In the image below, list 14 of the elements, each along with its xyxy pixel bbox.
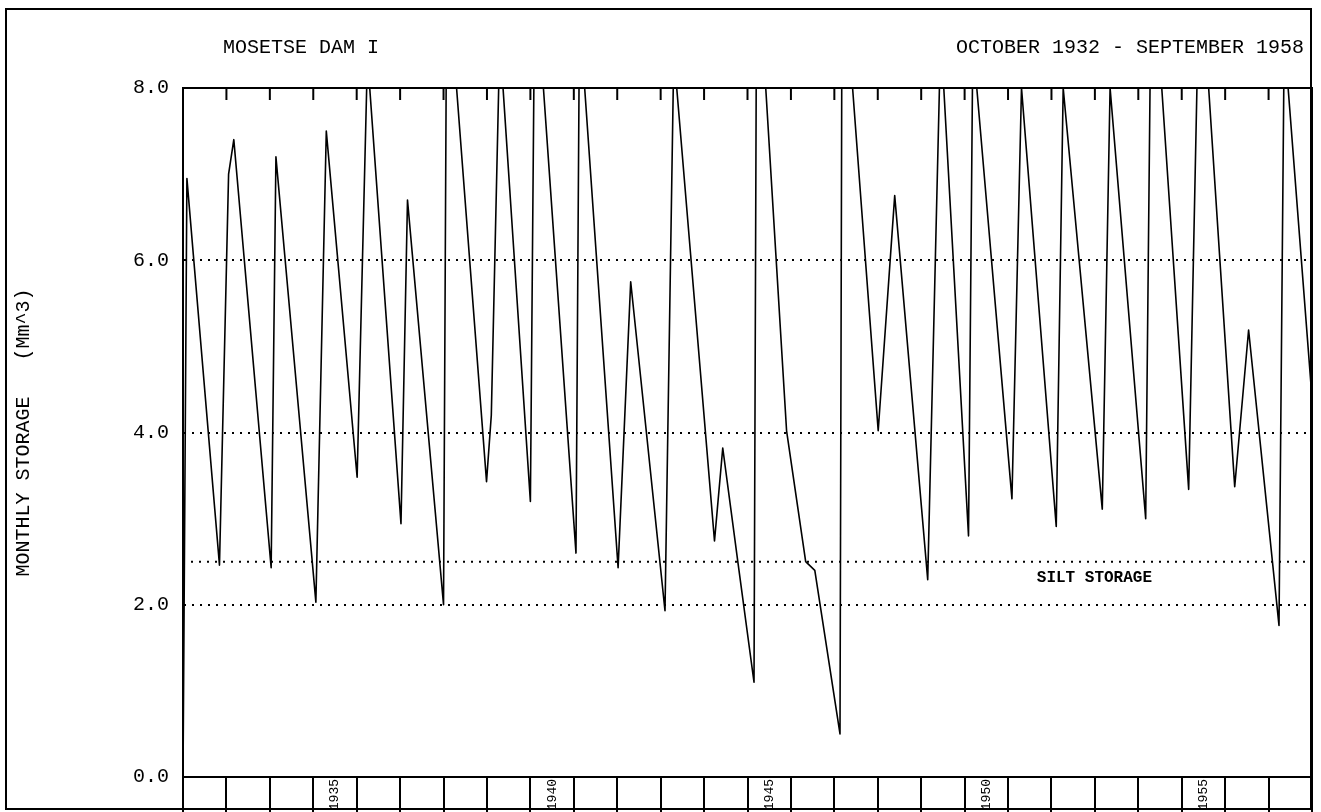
y-tick-label: 4.0 — [132, 420, 169, 444]
x-tick-label: 1940 — [544, 779, 560, 811]
y-tick-label: 8.0 — [132, 76, 169, 100]
ref-line-label: SILT STORAGE — [1036, 568, 1152, 587]
x-tick-label: 1935 — [327, 779, 343, 811]
y-axis-title: MONTHLY STORAGE (Mm^3) — [12, 288, 36, 577]
x-tick-label: 1955 — [1195, 779, 1211, 811]
y-tick-label: 0.0 — [132, 765, 169, 789]
x-tick-label: 1945 — [761, 779, 777, 811]
y-tick-label: 6.0 — [132, 248, 169, 272]
x-tick-label: 1950 — [978, 779, 994, 811]
y-tick-label: 2.0 — [132, 593, 169, 617]
chart-subtitle: OCTOBER 1932 - SEPTEMBER 1958 — [955, 36, 1304, 60]
chart-title: MOSETSE DAM I — [223, 36, 380, 60]
